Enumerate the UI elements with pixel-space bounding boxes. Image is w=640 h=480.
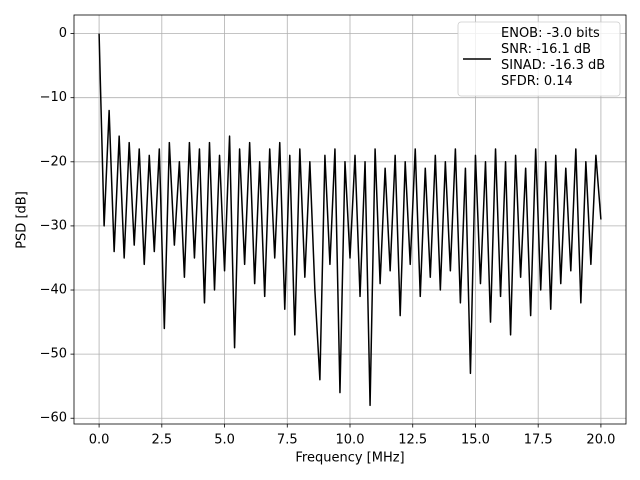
x-tick-label: 17.5 (524, 433, 553, 448)
x-tick-label: 0.0 (89, 433, 110, 448)
data-line (98, 33, 602, 407)
x-tick-label: 2.5 (151, 433, 172, 448)
x-axis-label: Frequency [MHz] (295, 451, 404, 466)
x-tick-label: 20.0 (586, 433, 615, 448)
y-tick-label: −60 (40, 411, 67, 426)
y-tick-label: −10 (40, 90, 67, 105)
y-tick-label: 0 (59, 26, 67, 41)
y-tick-label: −40 (40, 283, 67, 298)
axes-frame (73, 14, 627, 425)
x-tick-label: 7.5 (277, 433, 298, 448)
y-tick-label: −30 (40, 218, 67, 233)
x-tick-label: 12.5 (398, 433, 427, 448)
legend-box (457, 21, 621, 97)
y-tick-label: −20 (40, 154, 67, 169)
x-tick-label: 15.0 (461, 433, 490, 448)
x-tick-label: 5.0 (214, 433, 235, 448)
x-tick-label: 10.0 (336, 433, 365, 448)
y-tick-label: −50 (40, 347, 67, 362)
legend-label: ENOB: -3.0 bits SNR: -16.1 dB SINAD: -16… (501, 26, 606, 89)
y-axis-label: PSD [dB] (15, 191, 30, 249)
